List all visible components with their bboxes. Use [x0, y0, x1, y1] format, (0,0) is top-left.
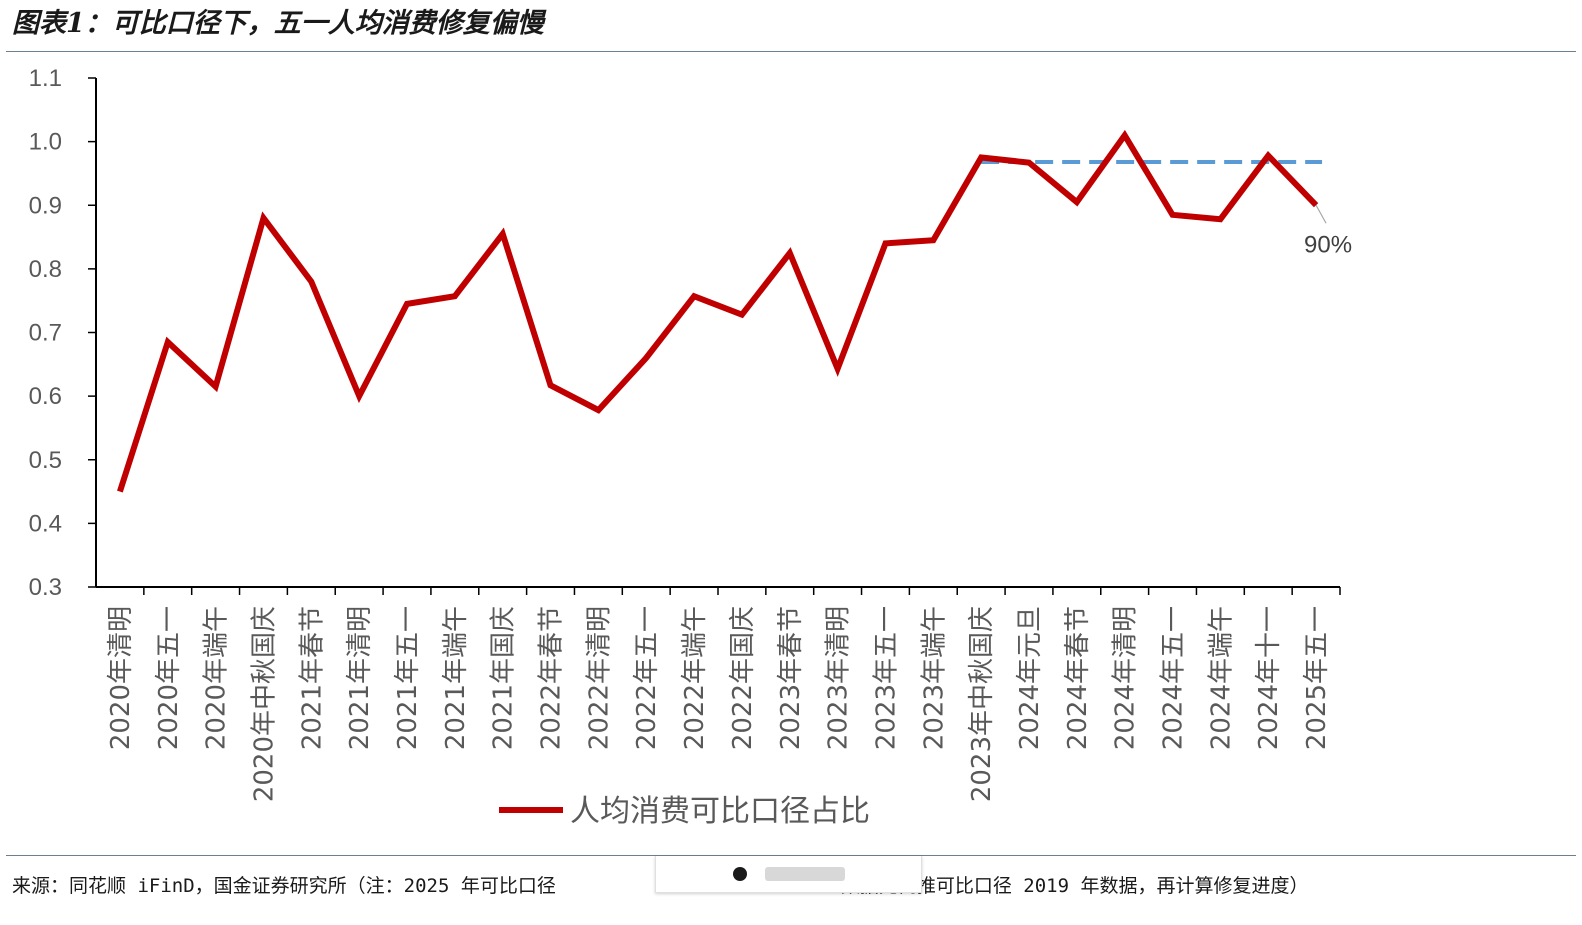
x-tick-label: 2020年中秋国庆 — [249, 606, 279, 802]
title-divider — [6, 51, 1576, 52]
x-tick-label: 2024年十一 — [1254, 606, 1284, 750]
x-tick-label: 2020年端午 — [202, 606, 232, 750]
source-note: 来源：同花顺 iFinD，国金证券研究所（注：2025 年可比口径 数据先倒推可比… — [12, 870, 1308, 902]
x-tick-label: 2020年五一 — [154, 606, 184, 750]
x-tick-label: 2023年中秋国庆 — [967, 606, 997, 802]
x-tick-label: 2021年春节 — [297, 606, 327, 750]
x-tick-label: 2024年元旦 — [1015, 606, 1045, 750]
x-tick-label: 2022年端午 — [680, 606, 710, 750]
y-axis: 0.3 0.4 0.5 0.6 0.7 0.8 0.9 1.0 1.1 — [29, 65, 97, 601]
line-chart: 0.30.40.50.60.70.80.91.01.1 2020年清明 2020年… — [29, 65, 1352, 829]
x-tick-label: 2025年五一 — [1302, 606, 1332, 750]
legend: 人均消费可比口径占比 — [499, 794, 870, 829]
legend-label: 人均消费可比口径占比 — [570, 794, 870, 829]
x-tick-label: 2024年端午 — [1206, 606, 1236, 750]
x-tick-label: 2021年五一 — [393, 606, 423, 750]
source-note-tail: 数据先倒推可比口径 2019 年数据，再计算修复进度） — [840, 875, 1309, 897]
watermark-overlay — [655, 856, 922, 893]
figure-title: 图表1：可比口径下，五一人均消费修复偏慢 — [12, 8, 544, 39]
y-tick-label: 0.9 — [29, 192, 62, 219]
series-line — [117, 129, 1319, 493]
x-tick-label: 2022年清明 — [584, 606, 614, 750]
watermark-logo-icon — [732, 867, 747, 881]
y-tick-label: 0.4 — [29, 510, 62, 537]
x-tick-label: 2022年国庆 — [728, 606, 758, 750]
x-tick-label: 2023年五一 — [871, 606, 901, 750]
x-axis: 2020年清明 2020年五一 2020年端午 2020年中秋国庆 2021年春节 202… — [96, 586, 1341, 802]
y-tick-label: 0.7 — [29, 320, 62, 347]
y-tick-label: 1.0 — [29, 129, 62, 156]
annotation-label: 90% — [1304, 231, 1352, 258]
x-tick-label: 2023年端午 — [919, 606, 949, 750]
watermark-bar — [764, 867, 845, 881]
annotation-leader — [1315, 204, 1327, 224]
x-tick-label: 2021年国庆 — [489, 606, 519, 750]
source-note-head: 来源：同花顺 iFinD，国金证券研究所（注：2025 年可比口径 — [12, 875, 556, 897]
y-tick-label: 0.6 — [29, 383, 62, 410]
x-tick-label: 2022年春节 — [537, 606, 567, 750]
y-tick-label: 0.5 — [29, 447, 62, 474]
x-tick-label: 2023年春节 — [776, 606, 806, 750]
x-tick-label: 2024年五一 — [1159, 606, 1189, 750]
x-tick-label: 2024年春节 — [1063, 606, 1093, 750]
x-tick-label: 2022年五一 — [632, 606, 662, 750]
x-tick-label: 2021年清明 — [345, 606, 375, 750]
y-tick-label: 0.8 — [29, 256, 62, 283]
x-tick-label: 2021年端午 — [441, 606, 471, 750]
x-tick-label: 2020年清明 — [106, 606, 136, 750]
y-tick-label: 1.1 — [29, 65, 62, 92]
series-group — [117, 129, 1319, 493]
annotation-group: 90% — [1304, 204, 1352, 258]
footer-divider — [6, 855, 1576, 856]
x-tick-label: 2024年清明 — [1111, 606, 1141, 750]
x-tick-label: 2023年清明 — [824, 606, 854, 750]
y-tick-label: 0.3 — [29, 574, 62, 601]
